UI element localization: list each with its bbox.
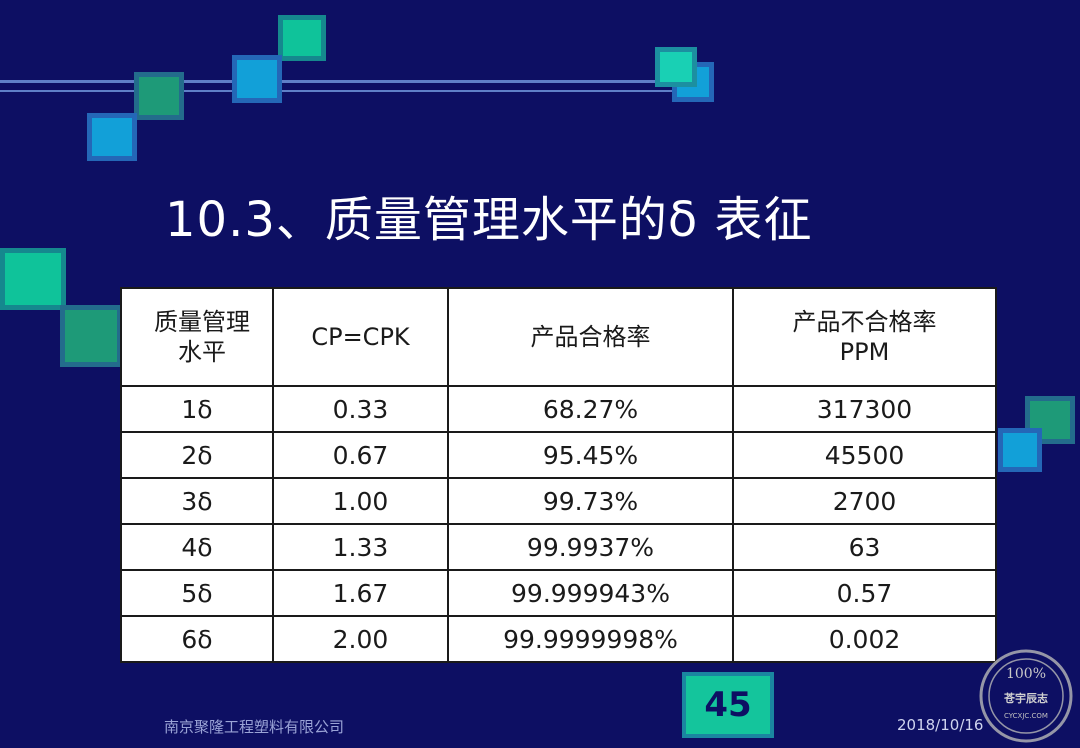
- table-row: 6δ 2.00 99.9999998% 0.002: [120, 615, 997, 663]
- cell-yield: 99.73%: [447, 477, 734, 525]
- watermark-stamp-icon: 100% 苍宇辰志 CYCXJC.COM: [979, 649, 1073, 743]
- cell-ppm: 317300: [732, 385, 997, 433]
- cell-yield: 99.999943%: [447, 569, 734, 617]
- watermark-middle-text: 苍宇辰志: [1003, 691, 1048, 705]
- table-row: 5δ 1.67 99.999943% 0.57: [120, 569, 997, 617]
- table-row: 1δ 0.33 68.27% 317300: [120, 385, 997, 433]
- table-row: 4δ 1.33 99.9937% 63: [120, 523, 997, 571]
- cell-level: 4δ: [120, 523, 274, 571]
- page-number-box: 45: [682, 672, 774, 738]
- page-number: 45: [704, 685, 752, 725]
- cell-ppm: 63: [732, 523, 997, 571]
- cell-ppm: 0.57: [732, 569, 997, 617]
- cell-cpk: 1.33: [272, 523, 449, 571]
- header-yield: 产品合格率: [447, 287, 734, 387]
- decor-square: [998, 428, 1042, 472]
- cell-level: 1δ: [120, 385, 274, 433]
- cell-cpk: 1.00: [272, 477, 449, 525]
- decor-line-top: [0, 80, 680, 83]
- watermark-top-text: 100%: [1006, 666, 1046, 682]
- decor-square: [134, 72, 184, 120]
- slide-title: 10.3、质量管理水平的δ 表征: [165, 192, 813, 248]
- cell-level: 5δ: [120, 569, 274, 617]
- cell-cpk: 1.67: [272, 569, 449, 617]
- decor-square: [60, 305, 122, 367]
- header-defect-ppm: 产品不合格率 PPM: [732, 287, 997, 387]
- watermark-bottom-text: CYCXJC.COM: [1004, 712, 1048, 720]
- decor-square: [655, 47, 697, 87]
- table-header-row: 质量管理 水平 CP=CPK 产品合格率 产品不合格率 PPM: [120, 287, 997, 387]
- table-row: 2δ 0.67 95.45% 45500: [120, 431, 997, 479]
- decor-square: [0, 248, 66, 310]
- cell-level: 6δ: [120, 615, 274, 663]
- cell-ppm: 2700: [732, 477, 997, 525]
- footer-date: 2018/10/16: [897, 716, 984, 734]
- decor-square: [232, 55, 282, 103]
- decor-square: [87, 113, 137, 161]
- cell-yield: 68.27%: [447, 385, 734, 433]
- cell-ppm: 0.002: [732, 615, 997, 663]
- header-cp-cpk: CP=CPK: [272, 287, 449, 387]
- cell-ppm: 45500: [732, 431, 997, 479]
- footer-company-name: 南京聚隆工程塑料有限公司: [164, 718, 345, 736]
- header-quality-level: 质量管理 水平: [120, 287, 274, 387]
- decor-line-top-2: [0, 90, 680, 92]
- cell-yield: 95.45%: [447, 431, 734, 479]
- cell-level: 2δ: [120, 431, 274, 479]
- cell-yield: 99.9937%: [447, 523, 734, 571]
- cell-cpk: 0.67: [272, 431, 449, 479]
- table-row: 3δ 1.00 99.73% 2700: [120, 477, 997, 525]
- cell-cpk: 0.33: [272, 385, 449, 433]
- cell-cpk: 2.00: [272, 615, 449, 663]
- cell-yield: 99.9999998%: [447, 615, 734, 663]
- sigma-level-table: 质量管理 水平 CP=CPK 产品合格率 产品不合格率 PPM 1δ 0.33 …: [120, 287, 997, 663]
- decor-square: [278, 15, 326, 61]
- cell-level: 3δ: [120, 477, 274, 525]
